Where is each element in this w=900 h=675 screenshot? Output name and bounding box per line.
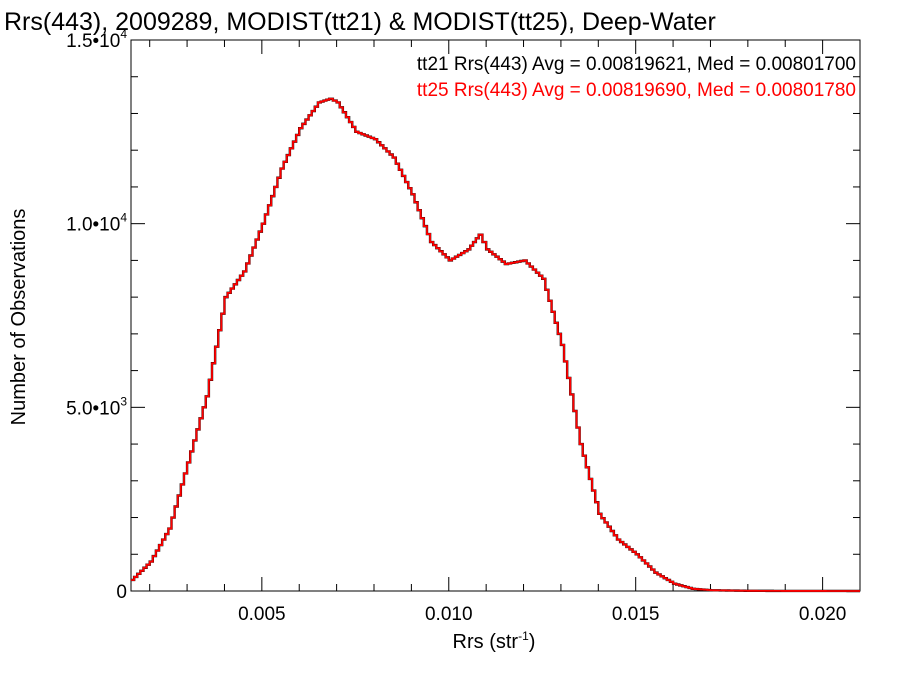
series-line-tt25 — [131, 97, 860, 592]
x-axis-label-main: Rrs (str — [453, 631, 519, 653]
x-axis-label-suffix: ) — [529, 631, 536, 653]
y-tick-label-main: 0 — [116, 582, 127, 603]
y-tick-label-sup: 4 — [120, 27, 127, 41]
stat-annotation-1: tt21 Rrs(443) Avg = 0.00819621, Med = 0.… — [417, 54, 856, 75]
plot-area: 0.005 0.010 0.015 0.02005.0•1031.0•1041.5•1… — [66, 27, 861, 625]
x-tick-label: 0.005 — [238, 604, 286, 625]
y-tick-label-main: 1.0•10 — [66, 215, 120, 236]
y-tick-label-sup: 4 — [120, 211, 127, 225]
chart-title: Rrs(443), 2009289, MODIST(tt21) & MODIST… — [4, 8, 716, 36]
y-tick-label: 1.5•104 — [66, 27, 127, 52]
x-tick-label: 0.020 — [799, 604, 847, 625]
y-axis-label: Number of Observations — [8, 209, 30, 426]
x-tick-label: 0.015 — [612, 604, 660, 625]
y-tick-label-main: 1.5•10 — [66, 31, 120, 52]
y-tick-label-main: 5.0•10 — [66, 398, 120, 419]
x-axis-label: Rrs (str-1) — [453, 629, 536, 653]
y-tick-label-sup: 3 — [120, 394, 127, 408]
stat-annotation-2: tt25 Rrs(443) Avg = 0.00819690, Med = 0.… — [417, 80, 856, 101]
series-line-tt21 — [131, 97, 860, 593]
y-tick-label: 1.0•104 — [66, 211, 127, 236]
x-tick-label: 0.010 — [425, 604, 473, 625]
plot-frame — [130, 39, 861, 592]
x-axis-label-sup: -1 — [518, 629, 529, 643]
y-tick-label: 5.0•103 — [66, 394, 127, 419]
y-tick-label: 0 — [116, 582, 127, 603]
